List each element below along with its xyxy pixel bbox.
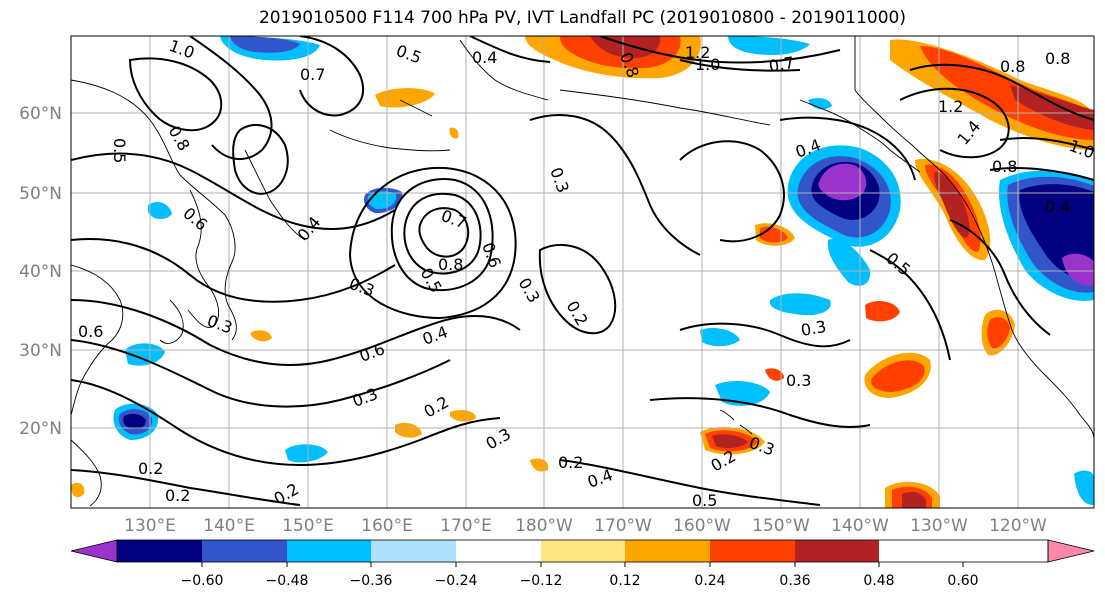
contour-label: 0.3 [786, 371, 811, 390]
lon-label: 150°W [752, 516, 810, 536]
coastlines [71, 36, 1094, 507]
contour-label: 1.2 [685, 43, 710, 62]
lon-label: 160°W [673, 516, 731, 536]
longitude-labels: 130°E 140°E 150°E 160°E 170°E 180°W 170°… [124, 516, 1047, 536]
colorbar-segment [456, 540, 541, 562]
contour-label: 0.2 [165, 486, 190, 505]
lon-label: 170°E [440, 516, 492, 536]
contour-label: 0.8 [992, 157, 1017, 176]
lat-label: 60°N [19, 104, 62, 124]
contour-label: 0.8 [1000, 57, 1025, 76]
contour-label: 1.2 [938, 97, 963, 116]
contour-label: 0.2 [138, 459, 163, 478]
contour-label: 0.5 [110, 138, 129, 163]
pv-contours [71, 36, 1094, 506]
contour-label: 0.7 [300, 65, 325, 84]
colorbar-extend-right [1047, 539, 1095, 563]
colorbar: −0.60 −0.48 −0.36 −0.24 −0.12 0.12 0.24 … [70, 539, 1095, 589]
lat-label: 20°N [19, 419, 62, 439]
contour-label: 0.8 [1045, 49, 1070, 68]
colorbar-tick-label: 0.60 [947, 573, 978, 589]
contour-label: 0.6 [78, 322, 103, 341]
map-area [71, 36, 1094, 508]
contour-label: 0.4 [472, 48, 497, 67]
colorbar-ticks [201, 562, 964, 567]
contour-label: 0.7 [767, 53, 795, 76]
lat-label: 50°N [19, 184, 62, 204]
lon-label: 120°W [989, 516, 1047, 536]
colorbar-segment [710, 540, 795, 562]
contour-label: 0.3 [799, 317, 827, 340]
lon-label: 180°W [515, 516, 573, 536]
colorbar-tick-labels: −0.60 −0.48 −0.36 −0.24 −0.12 0.12 0.24 … [181, 573, 979, 589]
map-frame [70, 35, 1095, 509]
lon-label: 130°E [124, 516, 176, 536]
colorbar-tick-label: 0.12 [609, 573, 640, 589]
contour-label: 0.4 [1045, 197, 1070, 216]
colorbar-segment [541, 540, 625, 562]
lon-label: 130°W [910, 516, 968, 536]
contour-label: 0.8 [438, 255, 463, 274]
colorbar-outline [116, 539, 1049, 563]
colorbar-tick-label: −0.36 [350, 573, 393, 589]
lon-label: 140°W [831, 516, 889, 536]
colorbar-segment [625, 540, 710, 562]
lon-label: 170°W [594, 516, 652, 536]
colorbar-extend-left [70, 539, 118, 563]
positive-anomaly-shading [71, 36, 1094, 508]
lat-label: 40°N [19, 262, 62, 282]
colorbar-tick-label: −0.60 [181, 573, 224, 589]
colorbar-tick-label: 0.48 [863, 573, 894, 589]
latitude-labels: 60°N 50°N 40°N 30°N 20°N [19, 104, 62, 439]
graticule [71, 36, 1094, 508]
colorbar-tick-label: −0.12 [520, 573, 563, 589]
colorbar-tick-label: −0.48 [266, 573, 309, 589]
lon-label: 160°E [361, 516, 413, 536]
plot-title: 2019010500 F114 700 hPa PV, IVT Landfall… [258, 8, 906, 28]
colorbar-segment [371, 540, 456, 562]
lat-label: 30°N [19, 341, 62, 361]
colorbar-tick-label: 0.36 [779, 573, 810, 589]
contour-label: 0.5 [692, 491, 717, 510]
contour-label: 1.0 [695, 55, 720, 74]
colorbar-tick-label: −0.24 [435, 573, 478, 589]
lon-label: 140°E [203, 516, 255, 536]
negative-anomaly-shading [113, 36, 1094, 506]
colorbar-segment [795, 540, 879, 562]
colorbar-tick-label: 0.24 [694, 573, 725, 589]
contour-label: 0.2 [558, 453, 583, 472]
colorbar-segment [202, 540, 287, 562]
lon-label: 150°E [282, 516, 334, 536]
colorbar-segment [287, 540, 371, 562]
colorbar-segment [117, 540, 202, 562]
